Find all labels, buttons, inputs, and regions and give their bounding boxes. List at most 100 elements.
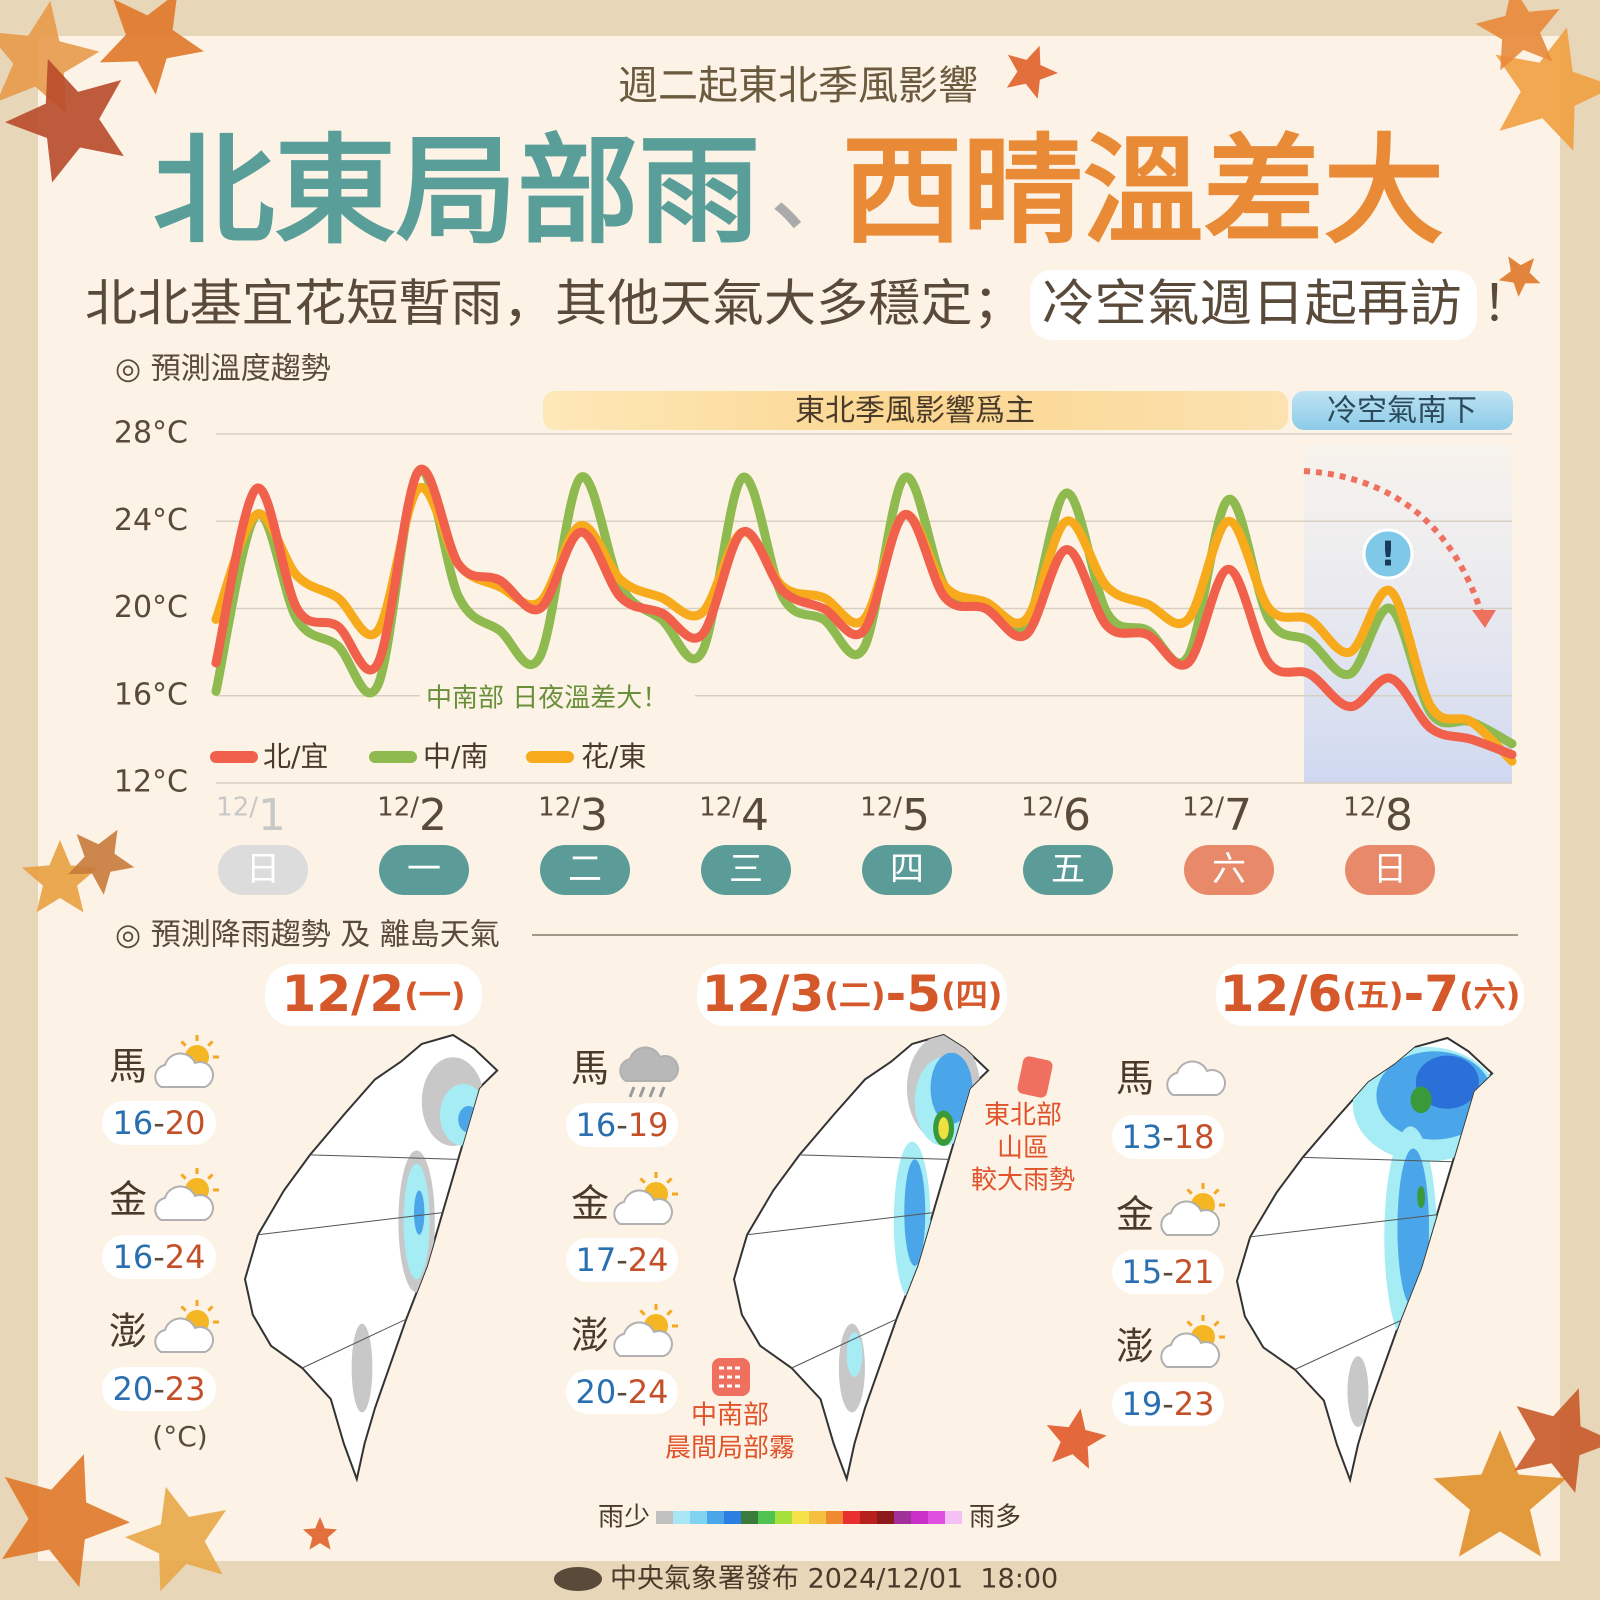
island-name: 馬 [1116, 1057, 1154, 1101]
leaf [1433, 1430, 1567, 1557]
weekday-pill [862, 845, 952, 895]
temp-sep: - [153, 1104, 165, 1142]
temp-sep: - [616, 1241, 628, 1279]
rain-drop [648, 1086, 656, 1098]
date-prefix: 12/ [216, 793, 258, 823]
alert-icon [1362, 528, 1414, 580]
panel-title-part: (六) [1459, 976, 1520, 1014]
date-label: 4 [741, 790, 769, 841]
footer: 中央氣象署發布 2024/12/01 18:00 [610, 1564, 1058, 1595]
temp-sep: - [616, 1373, 628, 1411]
island-name: 金 [1116, 1193, 1154, 1237]
date-prefix: 12/ [1343, 793, 1385, 823]
legend-high: 雨多 [969, 1503, 1021, 1533]
date-label: 6 [1063, 790, 1091, 841]
weekday-pill [1184, 845, 1274, 895]
rain-scale [911, 1511, 928, 1524]
cold-arrowhead [1472, 610, 1496, 628]
weekday-label: 一 [407, 850, 441, 890]
rain-area [904, 1159, 926, 1266]
temp-high: 18 [1174, 1118, 1215, 1156]
leaf [99, 0, 204, 95]
weekday-label: 日 [246, 850, 280, 890]
range-pill [566, 1370, 678, 1414]
island-name: 馬 [109, 1045, 147, 1089]
date-prefix: 12/ [1021, 793, 1063, 823]
date-label: 1 [258, 790, 286, 841]
sun-ray [180, 1040, 187, 1047]
panel-title-part: 12/2 [282, 965, 405, 1023]
rain-scale [928, 1511, 945, 1524]
temp-sep: - [1162, 1385, 1174, 1423]
leaf [1495, 27, 1600, 151]
rain-scale [843, 1511, 860, 1524]
panel-title-box [1216, 964, 1524, 1026]
panel-title: 12/3(二)-5(四) [702, 965, 1003, 1023]
leaf [1475, 0, 1560, 71]
range-pill [566, 1103, 678, 1147]
y-tick-label: 20°C [114, 590, 188, 625]
panel-title-part: (五) [1342, 976, 1403, 1014]
cloud-icon [154, 1185, 214, 1221]
title-right: 西晴溫差大 [842, 122, 1444, 260]
rain-area [1410, 1086, 1432, 1114]
weekday-pill [1023, 845, 1113, 895]
date-prefix: 12/ [1182, 793, 1224, 823]
section-heading: ◎ 預測溫度趨勢 [115, 352, 331, 387]
annotation-bg [420, 680, 695, 716]
rain-scale [945, 1511, 962, 1524]
temp-high: 24 [628, 1241, 669, 1279]
temp-low: 20 [576, 1373, 617, 1411]
rain-area [930, 1052, 973, 1124]
sun-ray [1213, 1320, 1220, 1327]
rain-scale [809, 1511, 826, 1524]
temp-low: 13 [1122, 1118, 1163, 1156]
temp-high: 19 [628, 1106, 669, 1144]
note-line: 較大雨勢 [971, 1166, 1075, 1196]
cloud-icon [1166, 1060, 1226, 1096]
date-label: 2 [419, 790, 447, 841]
title-sep: 、 [772, 148, 852, 241]
sun-ray [1213, 1188, 1220, 1195]
weekday-label: 五 [1051, 850, 1085, 890]
weekday-pill [540, 845, 630, 895]
weekday-label: 四 [890, 850, 924, 890]
temp-high: 23 [165, 1370, 206, 1408]
note-line: 東北部 [984, 1101, 1062, 1131]
panel-title-part: 12/6 [1220, 965, 1343, 1023]
period-label: 東北季風影響爲主 [795, 394, 1035, 429]
temp-range: 16-20 [113, 1104, 206, 1142]
temp-low: 16 [113, 1104, 154, 1142]
island-name: 金 [109, 1178, 147, 1222]
date-prefix: 12/ [538, 793, 580, 823]
rain-area [1415, 1055, 1479, 1109]
cloud-icon [619, 1046, 679, 1082]
temp-line [211, 464, 1517, 760]
temp-range: 13-18 [1122, 1118, 1215, 1156]
rain-scale [724, 1511, 741, 1524]
island-name: 澎 [1116, 1325, 1154, 1369]
y-tick-label: 16°C [114, 677, 188, 712]
date-label: 7 [1224, 790, 1252, 841]
temp-low: 16 [576, 1106, 617, 1144]
panel-title-part: (二) [824, 976, 885, 1014]
y-tick-label: 28°C [114, 416, 188, 451]
note-line: 晨間局部霧 [665, 1434, 795, 1464]
panel-title-part: -5 [886, 965, 942, 1023]
range-pill [102, 1367, 216, 1411]
cloud-icon [1160, 1200, 1220, 1236]
panel-title: 12/2(一) [282, 965, 466, 1023]
temp-high: 24 [165, 1238, 206, 1276]
title-left: 北東局部雨 [153, 122, 760, 260]
range-pill [1112, 1250, 1224, 1294]
leaf [0, 0, 100, 114]
date-prefix: 12/ [860, 793, 902, 823]
rain-scale [673, 1511, 690, 1524]
sun-ray [207, 1305, 214, 1312]
rain-scale [775, 1511, 792, 1524]
temp-range: 16-19 [576, 1106, 669, 1144]
temp-sep: - [1162, 1253, 1174, 1291]
sun-ray [639, 1177, 646, 1184]
temp-high: 24 [628, 1373, 669, 1411]
